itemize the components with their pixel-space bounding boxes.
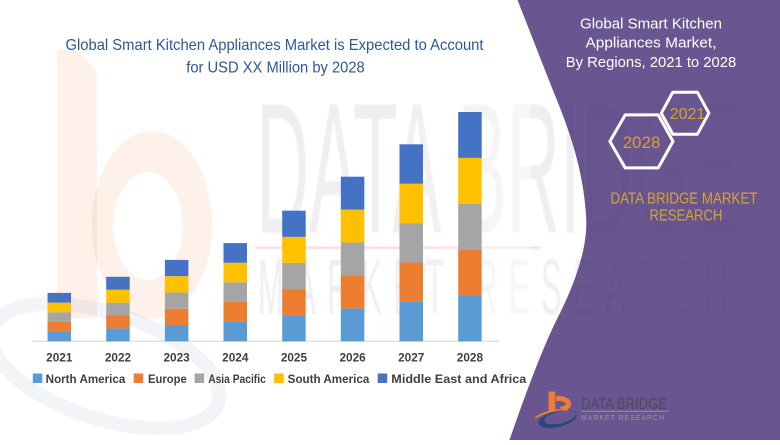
svg-text:2028: 2028 <box>623 133 661 152</box>
svg-text:South America: South America <box>288 374 370 386</box>
svg-text:Asia Pacific: Asia Pacific <box>208 374 266 386</box>
svg-text:DATA BRIDGE: DATA BRIDGE <box>581 396 667 413</box>
svg-text:DATA BRIDGE MARKET: DATA BRIDGE MARKET <box>611 190 758 207</box>
svg-text:Europe: Europe <box>148 374 187 386</box>
svg-text:Middle East and Africa: Middle East and Africa <box>391 374 527 386</box>
svg-text:2027: 2027 <box>398 351 425 365</box>
svg-text:2021: 2021 <box>670 106 706 123</box>
svg-text:2025: 2025 <box>281 351 308 365</box>
svg-text:for USD XX Million by 2028: for USD XX Million by 2028 <box>186 59 365 76</box>
svg-text:Global Smart Kitchen: Global Smart Kitchen <box>580 16 722 33</box>
svg-text:2023: 2023 <box>163 351 190 365</box>
svg-text:MARKET RESEARCH: MARKET RESEARCH <box>581 415 664 422</box>
svg-text:Appliances Market,: Appliances Market, <box>586 35 717 52</box>
svg-text:North America: North America <box>46 374 126 386</box>
svg-text:2021: 2021 <box>46 351 73 365</box>
svg-text:2024: 2024 <box>222 351 249 365</box>
svg-text:2028: 2028 <box>457 351 484 365</box>
svg-text:2026: 2026 <box>339 351 366 365</box>
svg-text:By Regions, 2021 to 2028: By Regions, 2021 to 2028 <box>566 54 737 71</box>
svg-text:Global Smart Kitchen Appliance: Global Smart Kitchen Appliances Market i… <box>66 37 485 54</box>
svg-text:RESEARCH: RESEARCH <box>650 208 723 225</box>
svg-text:2022: 2022 <box>105 351 132 365</box>
